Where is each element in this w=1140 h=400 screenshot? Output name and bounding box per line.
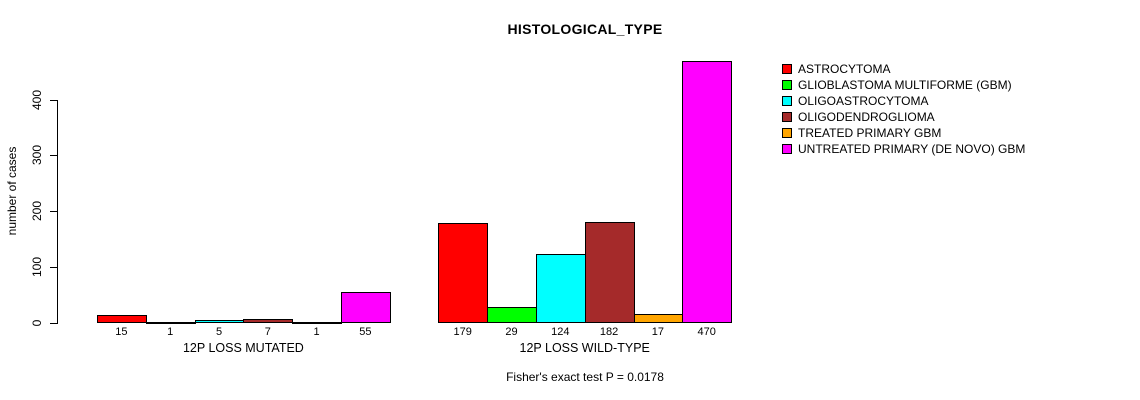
y-tick bbox=[50, 100, 58, 101]
legend-item: OLIGOASTROCYTOMA bbox=[782, 93, 1025, 109]
group-label: 12P LOSS WILD-TYPE bbox=[519, 341, 650, 355]
bar-value-label: 179 bbox=[453, 326, 472, 338]
y-axis-label: number of cases bbox=[5, 146, 19, 236]
legend-color-swatch bbox=[782, 144, 792, 154]
bar-astrocytoma bbox=[97, 315, 147, 323]
legend-item: ASTROCYTOMA bbox=[782, 61, 1025, 77]
y-tick-label: 100 bbox=[30, 256, 44, 277]
legend-item-label: OLIGODENDROGLIOMA bbox=[798, 110, 935, 124]
bar-oligodendroglioma bbox=[585, 222, 635, 323]
y-tick bbox=[50, 267, 58, 268]
bar-oligoastrocytoma bbox=[536, 254, 586, 323]
group-label: 12P LOSS MUTATED bbox=[182, 341, 304, 355]
legend-color-swatch bbox=[782, 64, 792, 74]
stat-annotation: Fisher's exact test P = 0.0178 bbox=[506, 370, 664, 384]
bar-value-label: 7 bbox=[264, 326, 271, 338]
bar-treated-primary-gbm bbox=[292, 322, 342, 324]
bar-value-label: 470 bbox=[697, 326, 716, 338]
y-tick bbox=[50, 323, 58, 324]
y-tick-label: 300 bbox=[30, 145, 44, 166]
legend-color-swatch bbox=[782, 80, 792, 90]
bar-glioblastoma-multiforme-gbm bbox=[487, 307, 537, 323]
bar-glioblastoma-multiforme-gbm bbox=[146, 322, 196, 324]
legend-color-swatch bbox=[782, 128, 792, 138]
bar-astrocytoma bbox=[438, 223, 488, 323]
legend-item-label: TREATED PRIMARY GBM bbox=[798, 126, 942, 140]
bar-value-label: 182 bbox=[599, 326, 619, 338]
bar-untreated-primary-de-novo-gbm bbox=[682, 61, 732, 323]
legend-item: UNTREATED PRIMARY (DE NOVO) GBM bbox=[782, 141, 1025, 157]
legend-item-label: OLIGOASTROCYTOMA bbox=[798, 94, 929, 108]
bar-untreated-primary-de-novo-gbm bbox=[341, 292, 391, 323]
y-tick bbox=[50, 155, 58, 156]
legend: ASTROCYTOMA GLIOBLASTOMA MULTIFORME (GBM)… bbox=[782, 61, 1025, 157]
bar-value-label: 15 bbox=[115, 326, 128, 338]
legend-color-swatch bbox=[782, 112, 792, 122]
bar-treated-primary-gbm bbox=[634, 314, 683, 323]
legend-item: OLIGODENDROGLIOMA bbox=[782, 109, 1025, 125]
y-tick-label: 0 bbox=[30, 319, 44, 326]
bar-value-label: 5 bbox=[215, 326, 223, 338]
legend-item: GLIOBLASTOMA MULTIFORME (GBM) bbox=[782, 77, 1025, 93]
y-tick-label: 200 bbox=[30, 201, 44, 222]
bar-value-label: 1 bbox=[167, 326, 174, 338]
legend-color-swatch bbox=[782, 96, 792, 106]
y-tick-label: 400 bbox=[30, 89, 44, 110]
chart-title: HISTOLOGICAL_TYPE bbox=[507, 21, 663, 37]
bar-oligodendroglioma bbox=[243, 319, 293, 323]
bar-oligoastrocytoma bbox=[195, 320, 244, 323]
legend-item-label: UNTREATED PRIMARY (DE NOVO) GBM bbox=[798, 142, 1026, 156]
bar-value-label: 1 bbox=[313, 326, 320, 338]
legend-item-label: GLIOBLASTOMA MULTIFORME (GBM) bbox=[798, 78, 1012, 92]
bar-value-label: 55 bbox=[359, 326, 372, 338]
bar-value-label: 124 bbox=[551, 326, 570, 338]
legend-item-label: ASTROCYTOMA bbox=[798, 62, 891, 76]
y-tick bbox=[50, 211, 58, 212]
bar-value-label: 29 bbox=[505, 326, 518, 338]
bar-value-label: 17 bbox=[651, 326, 665, 338]
legend-item: TREATED PRIMARY GBM bbox=[782, 125, 1025, 141]
